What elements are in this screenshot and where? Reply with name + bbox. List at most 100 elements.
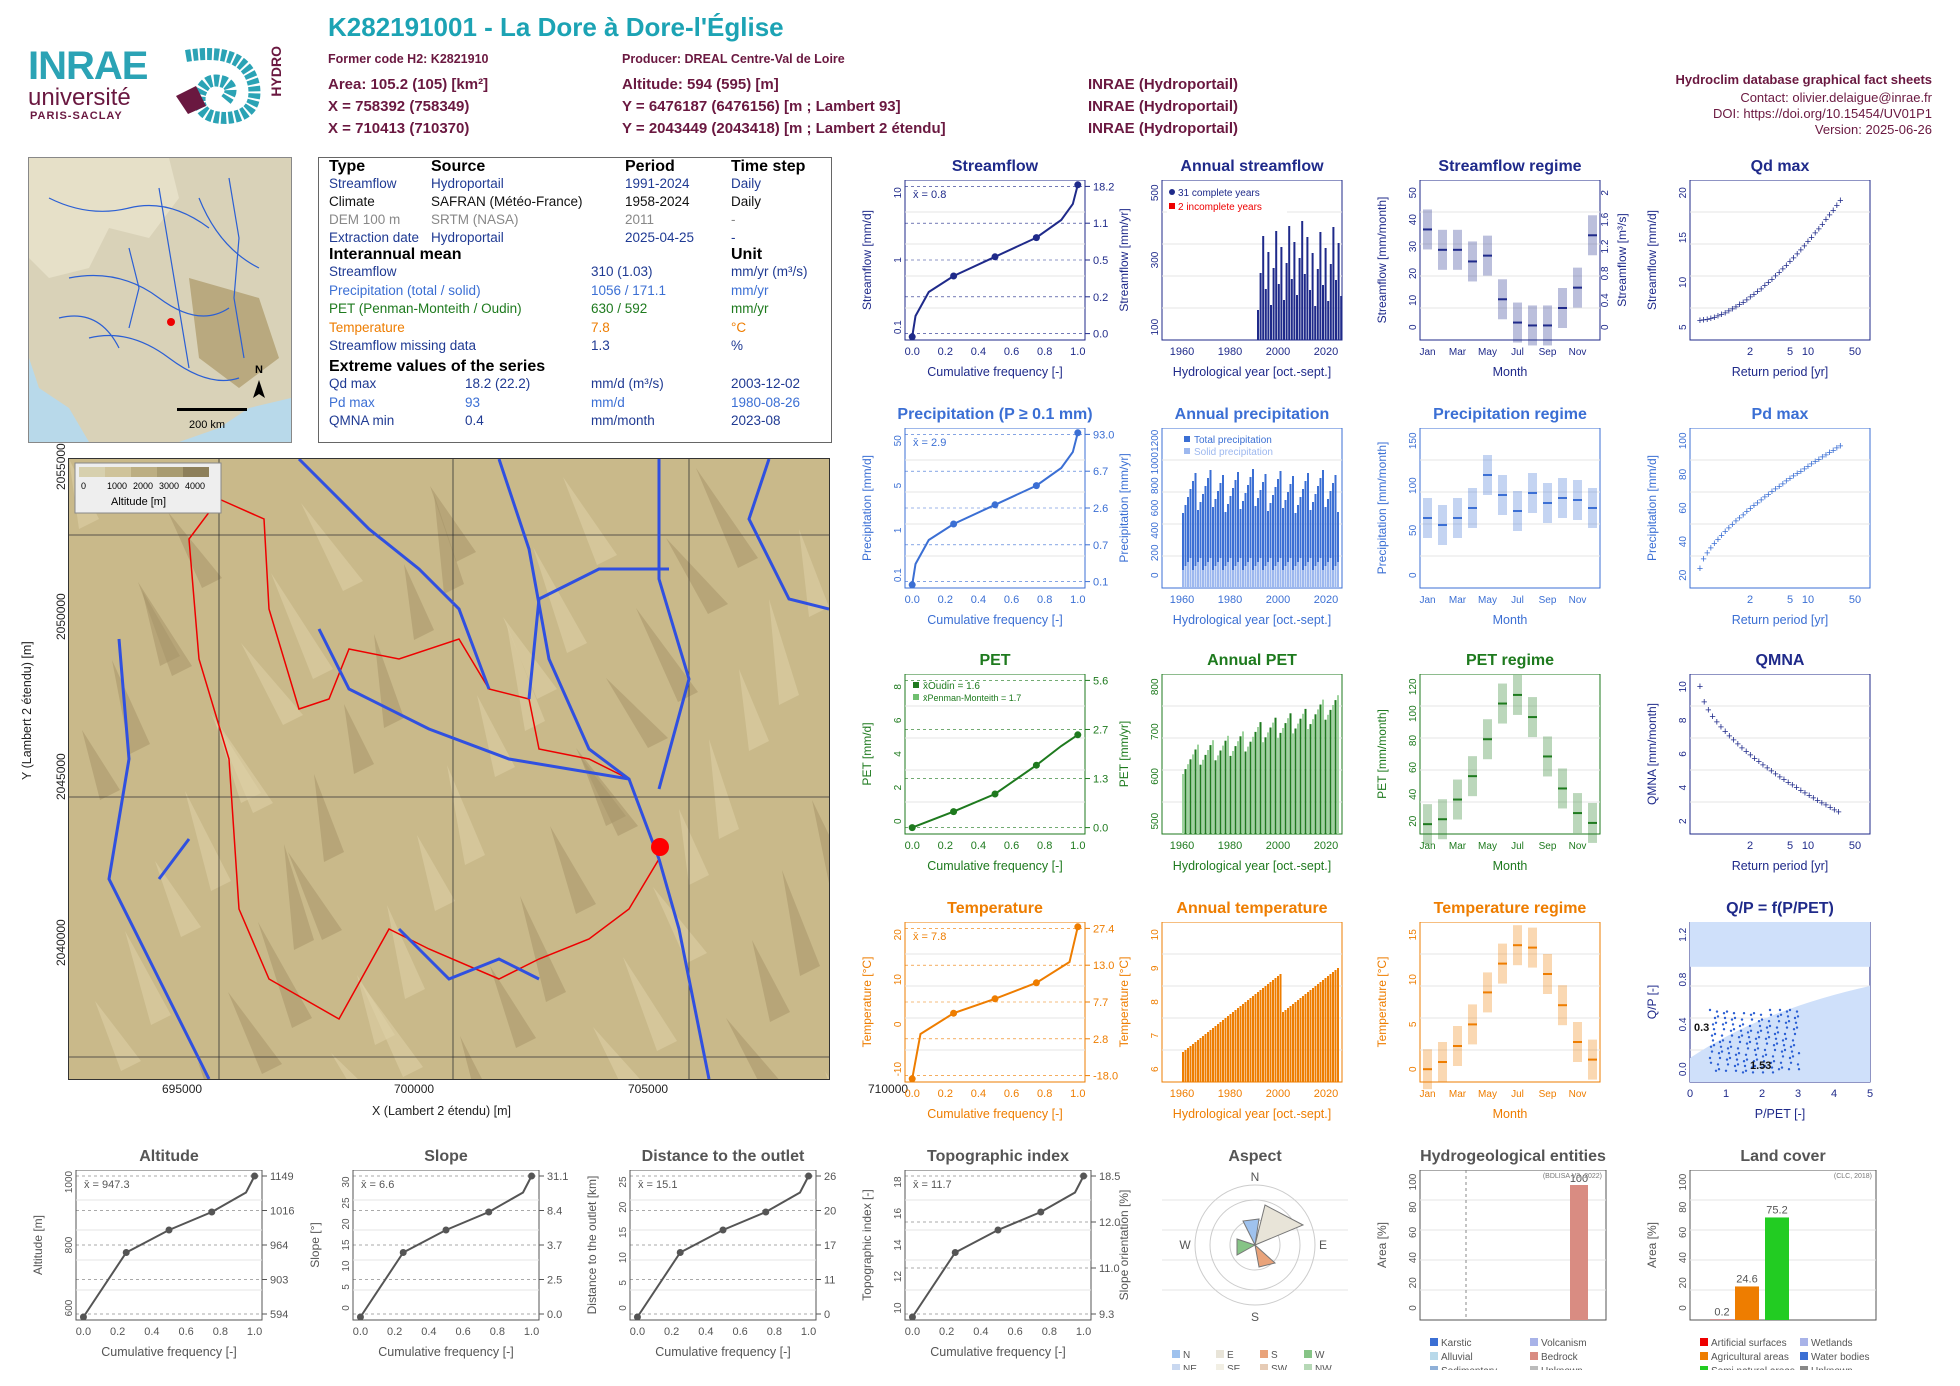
terrain-shade (550, 826, 596, 914)
quantile-point (1032, 482, 1040, 490)
landcover-title: Land cover (1740, 1148, 1826, 1165)
lc-bar-label: 24.6 (1736, 1273, 1757, 1285)
qp-point (1709, 1045, 1713, 1048)
right-value: 11.0 (1099, 1263, 1120, 1275)
qp-point (1733, 1016, 1737, 1020)
hydro-label: HYDRO (268, 46, 284, 97)
right-value: 18.5 (1099, 1171, 1120, 1183)
rp-point: + (1806, 790, 1812, 802)
temperature-ytick: 0 (893, 1021, 904, 1027)
temperature_regime-plot: Temperature [°C] Month 15 10 5 0 Jan Mar May Jul S… (1375, 922, 1601, 1121)
solid-bar (1279, 558, 1282, 588)
qp-point (1748, 1024, 1752, 1028)
annual-bar (1249, 741, 1252, 834)
streamflow_regime-xlabel: Month (1493, 365, 1528, 379)
annual-bar (1324, 248, 1327, 340)
qp-point (1710, 1050, 1714, 1053)
terrain-shade (168, 512, 222, 588)
terrain-shade (679, 809, 709, 885)
pet_regime-plot: PET [mm/month] Month 120 100 80 60 40 20 Jan Mar M… (1375, 674, 1601, 873)
solid-bar (1222, 570, 1224, 588)
rp-point: + (1751, 500, 1757, 512)
temperature-ylabel: Temperature [°C] (860, 957, 874, 1048)
qp-point (1722, 1028, 1726, 1031)
qp-area (1690, 986, 1870, 1082)
annual-bar (1314, 494, 1317, 588)
qp-point (1730, 1018, 1734, 1021)
xtick: 0.4 (971, 346, 986, 358)
qp-point (1795, 1010, 1799, 1013)
extreme-unit: mm/d (591, 394, 625, 410)
month-tick: Sep (1539, 1089, 1557, 1100)
distance-ytick: 20 (618, 1201, 629, 1213)
doi-link[interactable]: DOI: https://doi.org/10.15454/UV01P1 (1713, 106, 1932, 121)
lc-legend: Wetlands (1811, 1338, 1853, 1349)
legend-tick: 1000 (107, 481, 127, 491)
qp-point (1790, 1050, 1794, 1053)
precipitation_regime-ytick: 50 (1408, 524, 1419, 536)
qp-point (1780, 1066, 1784, 1069)
hydrogeology-ytick: 40 (1408, 1252, 1419, 1264)
terrain-shade (623, 957, 677, 1051)
xtick: 0.8 (1037, 594, 1052, 606)
annual-bar (1302, 713, 1304, 834)
hg-legend-sw (1430, 1366, 1438, 1370)
rp-point: + (1831, 804, 1837, 816)
month-tick: Nov (1569, 347, 1587, 358)
annual-bar (1189, 489, 1192, 588)
topographic-ytick: 12 (893, 1271, 904, 1283)
rp-point: + (1729, 304, 1735, 316)
annual-bar (1334, 700, 1337, 834)
rp-point: + (1756, 756, 1762, 768)
rp-point: + (1780, 478, 1786, 490)
qp-point (1785, 1026, 1789, 1029)
topographic-ytick: 14 (893, 1239, 904, 1251)
distance-ytick: 5 (618, 1280, 629, 1286)
annual_precipitation-ytick: 1000 (1150, 452, 1161, 475)
rp-point: + (1704, 314, 1710, 326)
aspect-legend: N (1183, 1350, 1190, 1361)
annual_temperature-ylabel: Temperature [°C] (1117, 957, 1131, 1048)
annual_precipitation-ylabel: Precipitation [mm/yr] (1117, 453, 1131, 562)
solid-bar (1272, 570, 1274, 588)
annual-bar (1292, 476, 1294, 588)
legend-swatch (105, 467, 131, 477)
solid-bar (1252, 570, 1254, 588)
pd_max-ytick: 20 (1678, 569, 1689, 581)
right-value: 6.7 (1093, 466, 1108, 478)
annual-bar (1229, 1014, 1232, 1082)
annual-bar (1290, 279, 1293, 340)
annual-bar (1274, 487, 1277, 588)
annual-bar (1194, 473, 1197, 588)
terrain-shade (284, 844, 314, 950)
info-period: 1958-2024 (625, 194, 690, 209)
info-type: Extraction date (329, 230, 420, 245)
xtick: 0.0 (905, 1326, 920, 1338)
right-value: 0.7 (1093, 540, 1108, 552)
rp-point: + (1802, 787, 1808, 799)
aspect-legend-sw (1172, 1364, 1180, 1370)
annual-bar (1277, 737, 1279, 834)
quantile-point (399, 1249, 407, 1256)
north-arrow-icon (253, 380, 265, 398)
terrain-shade (82, 730, 120, 800)
solid-bar (1329, 558, 1332, 588)
qp-point (1767, 1036, 1771, 1039)
solid-bar (1334, 566, 1337, 588)
month-tick: Mar (1449, 595, 1467, 606)
annual-bar (1217, 755, 1219, 834)
solid-bar (1304, 566, 1307, 588)
annual-bar (1289, 713, 1292, 834)
terrain-shade (606, 678, 668, 748)
temperature-xlabel: Cumulative frequency [-] (927, 1107, 1062, 1121)
annual_streamflow-xlabel: Hydrological year [oct.-sept.] (1173, 365, 1331, 379)
rp-point: + (1837, 195, 1843, 207)
annual-bar (1222, 1020, 1224, 1082)
terrain-shade (344, 704, 374, 774)
rp-point: + (1772, 484, 1778, 496)
annual-bar (1224, 512, 1227, 588)
xtick: 1960 (1170, 1088, 1194, 1100)
info-step: - (731, 230, 736, 245)
rp-point: + (1744, 294, 1750, 306)
legend-tick: 3000 (159, 481, 179, 491)
